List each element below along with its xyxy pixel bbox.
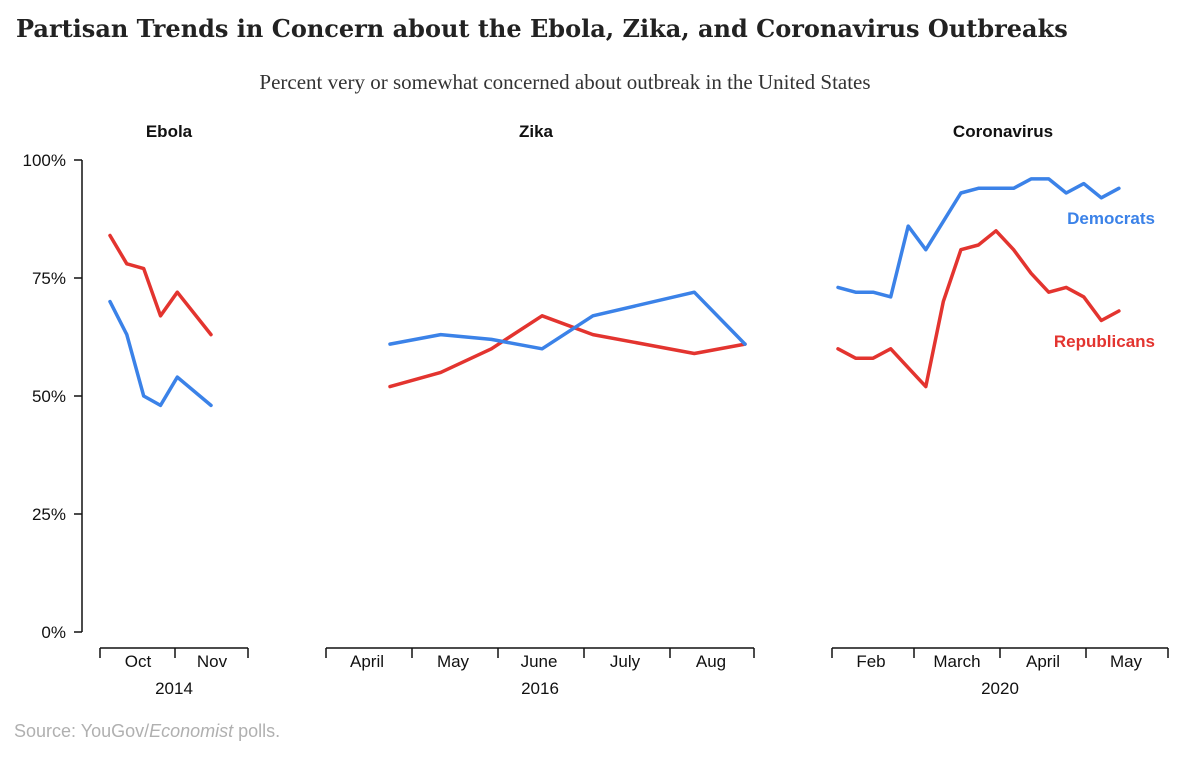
y-tick-label: 100% [23, 151, 66, 170]
source-italic: Economist [149, 721, 234, 741]
x-tick-label: Oct [125, 652, 152, 671]
y-tick-label: 75% [32, 269, 66, 288]
series-line-republicans-ebola [108, 233, 213, 337]
x-tick-label: May [1110, 652, 1143, 671]
x-tick-label: May [437, 652, 470, 671]
source-prefix: Source: YouGov/ [14, 721, 150, 741]
source-note: Source: YouGov/Economist polls. [14, 721, 280, 742]
panel-title-ebola: Ebola [146, 122, 193, 141]
x-tick-label: Aug [696, 652, 726, 671]
year-label-ebola: 2014 [155, 679, 193, 698]
x-tick-label: March [933, 652, 980, 671]
x-tick-label: Nov [197, 652, 228, 671]
panel-title-zika: Zika [519, 122, 554, 141]
chart-subtitle: Percent very or somewhat concerned about… [259, 70, 871, 94]
series-line-republicans-coronavirus [836, 229, 1121, 389]
series-label-democrats: Democrats [1067, 209, 1155, 228]
year-label-coronavirus: 2020 [981, 679, 1019, 698]
x-tick-label: April [1026, 652, 1060, 671]
y-tick-label: 0% [41, 623, 66, 642]
series-line-democrats-ebola [108, 299, 213, 408]
series-line-democrats-zika [388, 290, 747, 351]
x-tick-label: Feb [856, 652, 885, 671]
x-tick-label: June [521, 652, 558, 671]
series-line-democrats-coronavirus [836, 177, 1121, 299]
x-tick-label: July [610, 652, 641, 671]
year-label-zika: 2016 [521, 679, 559, 698]
y-tick-label: 50% [32, 387, 66, 406]
y-tick-label: 25% [32, 505, 66, 524]
series-label-republicans: Republicans [1054, 332, 1155, 351]
source-suffix: polls. [233, 721, 281, 741]
panel-title-coronavirus: Coronavirus [953, 122, 1053, 141]
x-tick-label: April [350, 652, 384, 671]
series-line-republicans-zika [388, 314, 747, 389]
chart-title: Partisan Trends in Concern about the Ebo… [16, 14, 1068, 43]
